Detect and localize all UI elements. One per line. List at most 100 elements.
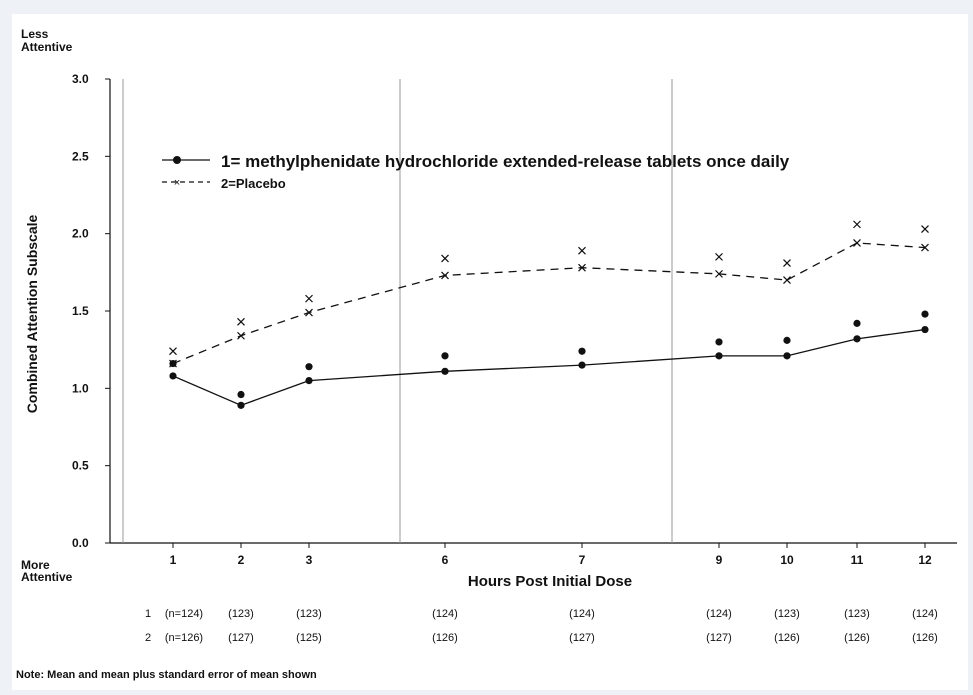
series-1-se-point-4 [578,347,586,355]
x-tick-label-1: 2 [238,553,245,567]
n-row-1-cell-5: (124) [706,608,732,620]
x-marker-stroke-b [237,317,245,326]
series-2-se-point-7 [853,220,861,229]
series-2-se-point-4 [578,246,586,255]
n-row-2-cell-6: (126) [774,632,800,644]
series-2-mean-point-0 [169,359,177,368]
series-1-se-point-3 [441,352,449,360]
y-tick-label-3: 1.5 [72,304,89,318]
n-row-1-cell-6: (123) [774,608,800,620]
series-2-mean-point-5 [715,269,723,278]
x-tick-label-5: 9 [716,553,723,567]
y-bottom-label-2: Attentive [21,570,73,584]
series-group [169,220,929,409]
n-row-1-cell-7: (123) [844,608,870,620]
x-tick-label-3: 6 [442,553,449,567]
x-marker-stroke-b [783,276,791,284]
series-1-mean-point-4 [578,361,586,369]
x-marker-stroke-b [921,243,929,252]
x-marker-stroke-b [441,254,449,263]
n-row-1-cell-4: (124) [569,608,595,620]
y-tick-label-2: 1.0 [72,381,89,395]
n-row-2-cell-2: (125) [296,632,322,644]
series-2-mean-line [172,242,926,365]
x-axis-label: Hours Post Initial Dose [468,573,632,590]
y-tick-label-5: 2.5 [72,149,89,163]
series-2-mean-point-2 [305,308,313,317]
series-2-se-point-1 [237,317,245,326]
legend-label-series-2: 2=Placebo [221,176,286,191]
x-marker-stroke-b [783,259,791,267]
x-marker-stroke-b [853,239,861,247]
legend-x-marker: × [174,177,180,189]
series-1-mean-point-1 [237,401,245,409]
x-marker-stroke-b [578,246,586,255]
sample-size-rows: (n=124) (123) (123) (124) (124) (124) (123) (12… [165,608,938,644]
n-row-2-label: 2 [145,632,151,644]
attention-subscale-chart: Less Attentive More Attentive Combined A… [16,27,957,681]
series-2-mean-point-4 [578,263,586,272]
x-marker-stroke-b [305,294,313,303]
n-row-2-cell-0: (n=126) [165,632,203,644]
x-tick-label-7: 11 [851,553,864,567]
n-row-2-cell-4: (127) [569,632,595,644]
n-row-2-cell-8: (126) [912,632,938,644]
vertical-dividers [399,79,673,543]
x-marker-stroke-b [237,331,245,340]
x-ticks: 1 2 3 6 7 9 10 11 12 [170,543,932,567]
series-1-mean-point-6 [783,352,791,360]
series-1-mean-point-8 [921,325,929,334]
series-2-se-point-6 [783,259,791,267]
y-tick-label-0: 0.0 [72,536,89,550]
x-marker-stroke-b [578,263,586,272]
x-marker-stroke-b [921,225,929,233]
legend-dot-marker [173,156,181,164]
series-1-se-point-2 [305,363,313,371]
x-marker-stroke-b [169,347,177,356]
x-tick-label-0: 1 [170,553,177,567]
series-2-mean-point-8 [921,243,929,252]
n-row-2-cell-5: (127) [706,632,732,644]
series-2-se-point-5 [715,252,723,261]
series-2-mean-point-6 [783,276,791,284]
series-1-se-point-8 [921,310,929,318]
y-top-label-1: Less [21,27,49,41]
x-marker-stroke-b [715,269,723,278]
x-tick-label-2: 3 [306,553,313,567]
n-row-1-cell-1: (123) [228,608,254,620]
series-1-se-point-1 [237,390,245,399]
series-1-se-point-6 [783,336,791,344]
x-marker-stroke-b [169,359,177,368]
series-2-mean-point-7 [853,239,861,247]
n-row-2-cell-1: (127) [228,632,254,644]
series-2-mean-point-3 [441,271,449,280]
y-top-label-2: Attentive [21,40,73,54]
x-marker-stroke-b [305,308,313,317]
series-1-mean-point-3 [441,367,449,375]
n-row-1-cell-8: (124) [912,608,938,620]
series-1-mean-point-0 [169,372,177,380]
y-axis-label: Combined Attention Subscale [24,214,40,413]
x-marker-stroke-b [441,271,449,280]
y-ticks: 0.0 0.5 1.0 1.5 2.0 2.5 3.0 [72,72,110,550]
series-1-mean-point-5 [715,352,723,360]
x-tick-label-6: 10 [780,553,794,567]
series-2-mean-point-1 [237,331,245,340]
x-marker-stroke-b [853,220,861,229]
series-2-se-point-8 [921,225,929,233]
series-1-mean-line [172,328,926,407]
legend: 1= methylphenidate hydrochloride extende… [162,152,790,191]
series-2-se-point-2 [305,294,313,303]
y-bottom-label-1: More [21,558,50,572]
series-2-se-point-3 [441,254,449,263]
y-tick-label-1: 0.5 [72,459,89,473]
series-1-mean-point-7 [853,335,861,343]
n-row-1-cell-0: (n=124) [165,608,203,620]
footnote: Note: Mean and mean plus standard error … [16,669,317,681]
legend-label-series-1: 1= methylphenidate hydrochloride extende… [221,152,790,171]
n-row-1-label: 1 [145,608,151,620]
series-1-mean-point-2 [305,377,313,385]
n-row-1-cell-3: (124) [432,608,458,620]
y-tick-label-6: 3.0 [72,72,89,86]
chart-panel: Less Attentive More Attentive Combined A… [12,14,968,690]
